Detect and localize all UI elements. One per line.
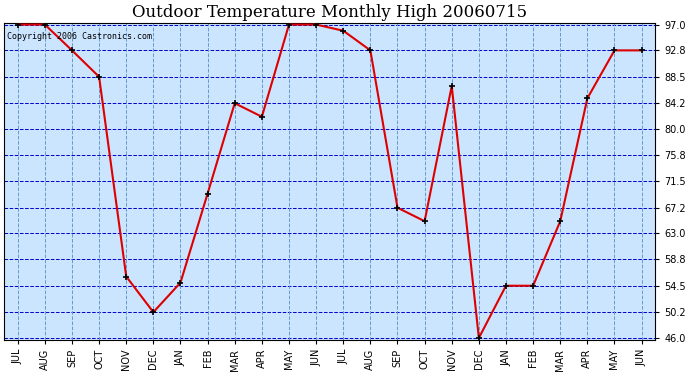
Text: Copyright 2006 Castronics.com: Copyright 2006 Castronics.com (8, 32, 152, 41)
Title: Outdoor Temperature Monthly High 20060715: Outdoor Temperature Monthly High 2006071… (132, 4, 527, 21)
